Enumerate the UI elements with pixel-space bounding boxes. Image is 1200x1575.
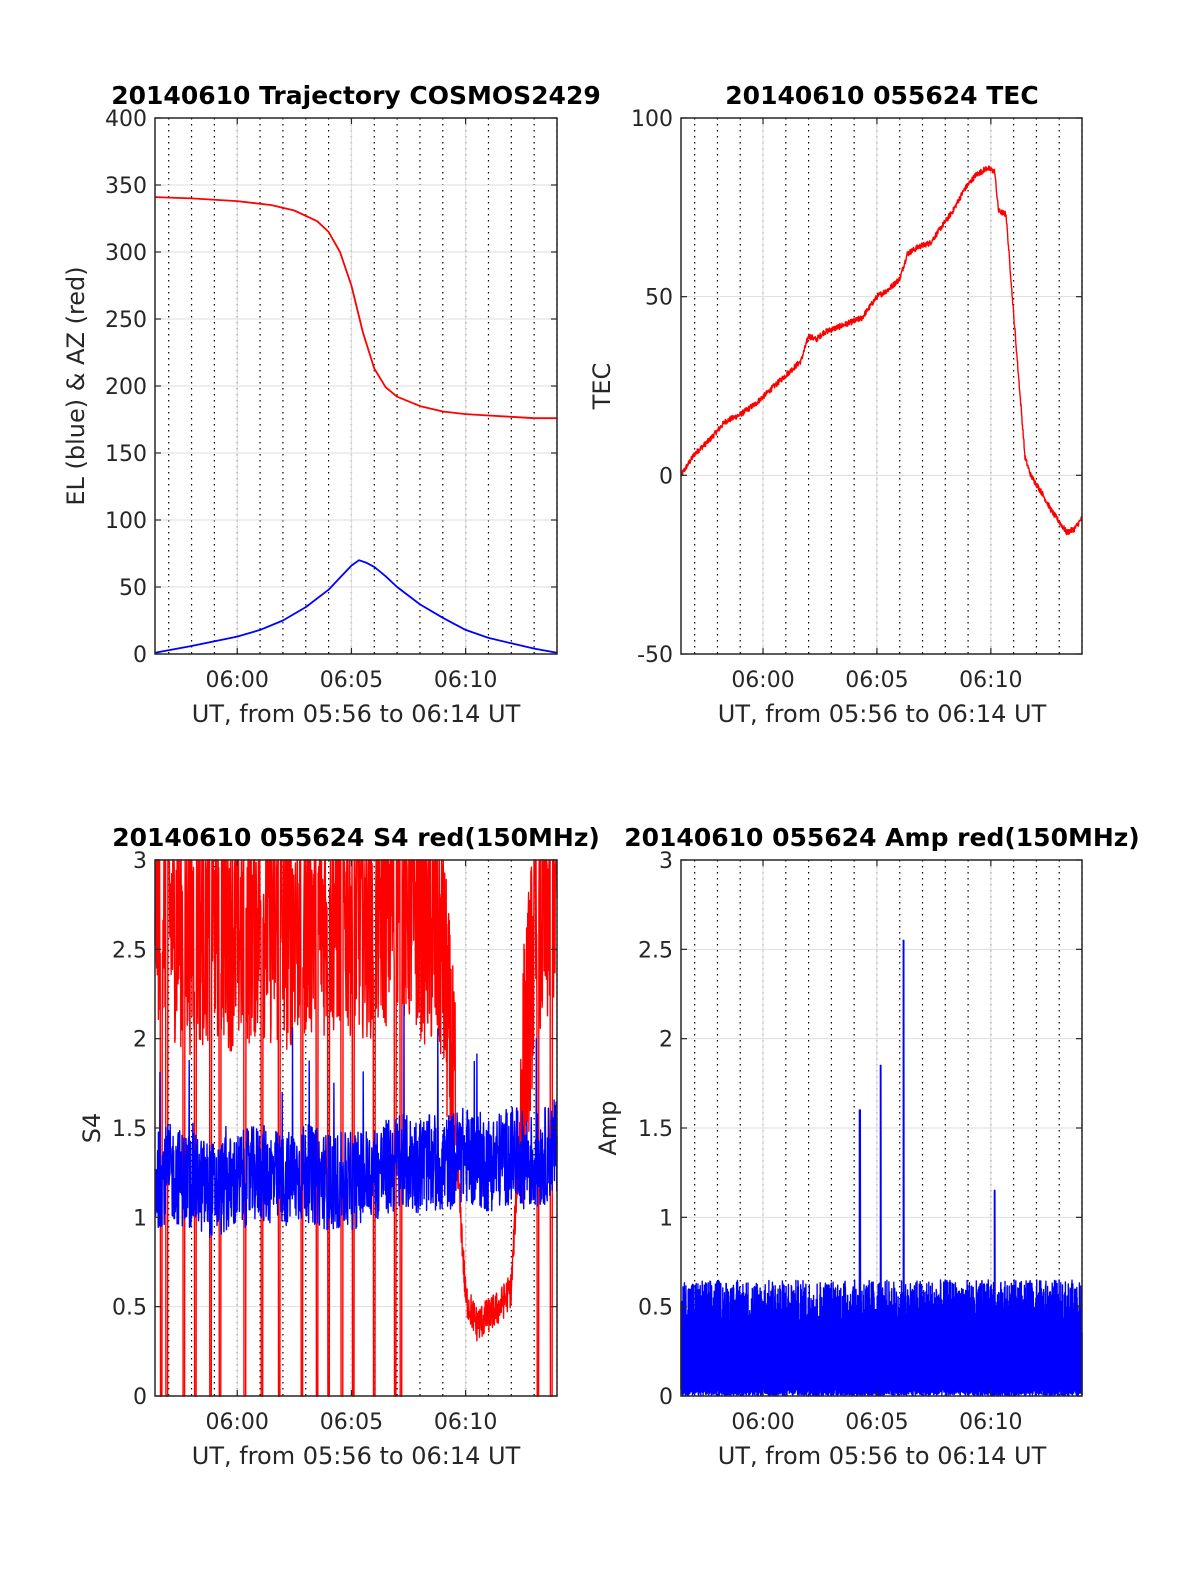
- y-tick-label: 2.5: [112, 938, 147, 963]
- x-tick-label: 06:10: [959, 1410, 1022, 1435]
- tick-layer: 0 50 100 150 200 250 300 350 400 06:00 06:05 06:10: [105, 107, 557, 693]
- y-axis-label: EL (blue) & AZ (red): [62, 266, 90, 505]
- y-tick-label: 150: [105, 442, 147, 467]
- x-tick-label: 06:00: [731, 1410, 794, 1435]
- y-axis-label: Amp: [594, 1100, 622, 1155]
- y-axis-label: S4: [78, 1113, 106, 1144]
- x-tick-label: 06:05: [845, 1410, 908, 1435]
- series-line: [154, 196, 557, 420]
- y-tick-label: 0: [659, 1385, 673, 1410]
- y-tick-label: 1.5: [112, 1117, 147, 1142]
- x-axis-label: UT, from 05:56 to 06:14 UT: [192, 700, 521, 728]
- y-tick-label: 400: [105, 107, 147, 132]
- chart-s4: 20140610 055624 S4 red(150MHz) 0 0.5 1 1.5 2…: [78, 823, 600, 1470]
- y-tick-label: 350: [105, 174, 147, 199]
- y-tick-label: 50: [119, 576, 147, 601]
- y-tick-label: 2.5: [638, 938, 673, 963]
- chart-tec: 20140610 055624 TEC -50 0 50 100 06:00 06:05 0…: [588, 81, 1083, 728]
- plot-frame: [680, 117, 1083, 655]
- grid: [155, 117, 558, 655]
- y-tick-label: 3: [659, 849, 673, 874]
- y-tick-label: 100: [105, 509, 147, 534]
- x-tick-label: 06:00: [206, 668, 269, 693]
- x-tick-label: 06:10: [434, 1410, 497, 1435]
- x-axis-label: UT, from 05:56 to 06:14 UT: [192, 1442, 521, 1470]
- chart-amp: 20140610 055624 Amp red(150MHz) 0 0.5 1 1.5…: [594, 823, 1140, 1470]
- y-tick-label: 0: [133, 643, 147, 668]
- y-tick-label: 1: [133, 1206, 147, 1231]
- x-tick-label: 06:05: [845, 668, 908, 693]
- chart-title: 20140610 Trajectory COSMOS2429: [111, 81, 601, 110]
- series-layer: [154, 196, 558, 654]
- series-line: [680, 165, 1083, 536]
- chart-title: 20140610 055624 S4 red(150MHz): [112, 823, 600, 852]
- x-axis-label: UT, from 05:56 to 06:14 UT: [718, 700, 1047, 728]
- y-tick-label: 200: [105, 375, 147, 400]
- y-tick-label: 100: [631, 107, 673, 132]
- y-tick-label: 0: [133, 1385, 147, 1410]
- y-tick-label: 0.5: [112, 1296, 147, 1321]
- y-tick-label: 0.5: [638, 1296, 673, 1321]
- y-tick-label: 50: [645, 286, 673, 311]
- tick-layer: 0 0.5 1 1.5 2 2.5 3 06:00 06:05 06:10: [112, 849, 557, 1435]
- x-tick-label: 06:10: [959, 668, 1022, 693]
- chart-title: 20140610 055624 Amp red(150MHz): [624, 823, 1140, 852]
- x-tick-label: 06:00: [206, 1410, 269, 1435]
- y-tick-label: 300: [105, 241, 147, 266]
- y-tick-label: 3: [133, 849, 147, 874]
- x-axis-label: UT, from 05:56 to 06:14 UT: [718, 1442, 1047, 1470]
- x-tick-label: 06:10: [434, 668, 497, 693]
- y-tick-label: -50: [637, 643, 673, 668]
- y-tick-label: 0: [659, 464, 673, 489]
- series-line: [154, 1004, 558, 1239]
- series-line: [154, 559, 558, 654]
- series-layer: [680, 165, 1083, 536]
- chart-trajectory: 20140610 Trajectory COSMOS2429 0 50 100 150…: [62, 81, 601, 728]
- chart-title: 20140610 055624 TEC: [725, 81, 1038, 110]
- x-tick-label: 06:00: [731, 668, 794, 693]
- y-axis-label: TEC: [588, 363, 616, 411]
- tick-layer: 0 0.5 1 1.5 2 2.5 3 06:00 06:05 06:10: [638, 849, 1082, 1435]
- x-tick-label: 06:05: [320, 668, 383, 693]
- y-tick-label: 2: [659, 1028, 673, 1053]
- y-tick-label: 250: [105, 308, 147, 333]
- y-tick-label: 2: [133, 1028, 147, 1053]
- tick-layer: -50 0 50 100 06:00 06:05 06:10: [631, 107, 1082, 693]
- series-layer: [680, 939, 1083, 1397]
- series-line: [680, 939, 1083, 1397]
- y-tick-label: 1.5: [638, 1117, 673, 1142]
- x-tick-label: 06:05: [320, 1410, 383, 1435]
- y-tick-label: 1: [659, 1206, 673, 1231]
